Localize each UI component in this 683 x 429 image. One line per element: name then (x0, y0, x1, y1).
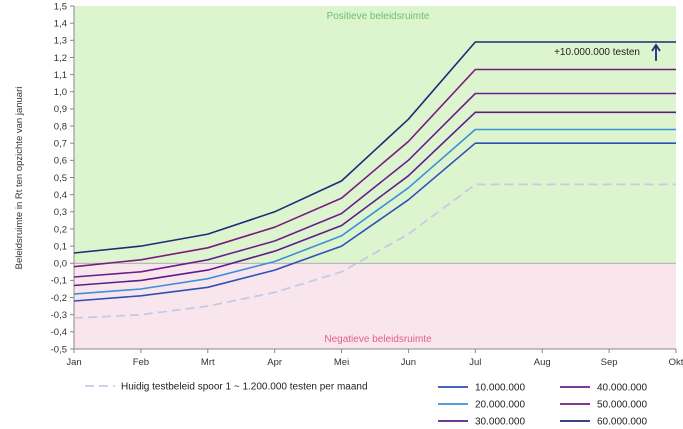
series-line (73, 128, 676, 295)
y-tick-label: 0,4 (54, 190, 67, 201)
arrow-head (651, 43, 661, 52)
positive-region-label: Positieve beleidsruimte (327, 11, 430, 22)
x-tick-label: Okt (669, 357, 683, 368)
y-tick-label: 1,3 (54, 36, 67, 47)
annotation-text: +10.000.000 testen (554, 47, 640, 58)
y-tick-labels: -0,5 -0,4 -0,3 -0,2 -0,1 0,0 0,1 0,2 0,3 0,4 0,5 0,… (51, 1, 67, 355)
negative-region (74, 263, 676, 349)
legend-label: 30.000.000 (475, 417, 525, 428)
y-tick-label: 0,2 (54, 224, 67, 235)
chart-regions (74, 6, 676, 349)
positive-region (74, 6, 676, 264)
x-tick-label: Jul (469, 357, 481, 368)
y-tick-label: 1,0 (54, 87, 67, 98)
series-line (73, 111, 676, 287)
y-tick-label: 1,1 (54, 70, 67, 81)
x-tick-label: Sep (601, 357, 618, 368)
legend-label: Huidig testbeleid spoor 1 ~ 1.200.000 te… (121, 382, 368, 393)
y-tick-label: 1,5 (54, 1, 67, 12)
series-line (73, 41, 676, 254)
y-tick-label: 0,3 (54, 207, 67, 218)
y-tick-label: -0,5 (51, 344, 67, 355)
x-tick-label: Apr (267, 357, 282, 368)
y-tick-label: -0,2 (51, 293, 67, 304)
y-tick-label: 1,4 (54, 18, 67, 29)
legend-label: 50.000.000 (597, 400, 647, 411)
y-tick-label: 0,1 (54, 241, 67, 252)
chart-axes (70, 5, 677, 353)
series-line (73, 142, 676, 302)
y-tick-label: -0,4 (51, 327, 67, 338)
x-tick-labels: Jan Feb Mrt Apr Mei Jun Jul Aug Sep Okt (66, 357, 683, 368)
series-line (73, 92, 676, 278)
series-lines (73, 41, 676, 319)
y-tick-label: 0,5 (54, 173, 67, 184)
legend: Huidig testbeleid spoor 1 ~ 1.200.000 te… (85, 382, 647, 428)
negative-region-label: Negatieve beleidsruimte (324, 334, 432, 345)
y-tick-label: 0,7 (54, 139, 67, 150)
y-tick-label: 0,8 (54, 121, 67, 132)
y-tick-label: -0,3 (51, 310, 67, 321)
y-tick-label: 1,2 (54, 53, 67, 64)
legend-label: 10.000.000 (475, 383, 525, 394)
y-tick-label: 0,6 (54, 156, 67, 167)
y-tick-label: 0,0 (54, 259, 67, 270)
x-tick-label: Aug (534, 357, 551, 368)
annotation-arrow (651, 43, 661, 61)
x-tick-label: Mrt (201, 357, 215, 368)
series-line (73, 68, 676, 268)
x-tick-label: Mei (334, 357, 349, 368)
legend-label: 20.000.000 (475, 400, 525, 411)
x-tick-label: Jan (66, 357, 81, 368)
x-tick-label: Feb (133, 357, 149, 368)
y-axis-label: Beleidsruimte in Rt ten opzichte van jan… (14, 87, 25, 270)
legend-label: 60.000.000 (597, 417, 647, 428)
series-line (73, 183, 676, 319)
legend-label: 40.000.000 (597, 383, 647, 394)
y-tick-label: -0,1 (51, 276, 67, 287)
x-tick-label: Jun (401, 357, 416, 368)
y-tick-label: 0,9 (54, 104, 67, 115)
